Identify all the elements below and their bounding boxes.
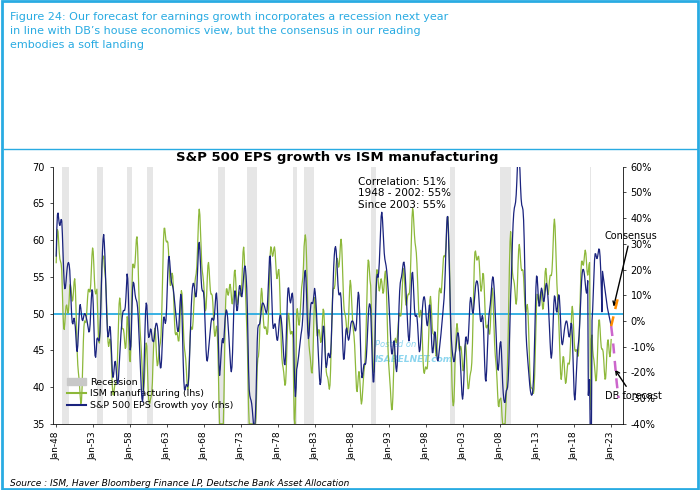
Bar <box>247 167 257 424</box>
Legend: Recession, ISM manufacturing (lhs), S&P 500 EPS Growth yoy (rhs): Recession, ISM manufacturing (lhs), S&P … <box>63 374 237 414</box>
Text: Consensus: Consensus <box>604 231 657 305</box>
Bar <box>97 167 103 424</box>
Bar <box>147 167 153 424</box>
Bar <box>127 167 132 424</box>
Bar <box>293 167 297 424</box>
Title: S&P 500 EPS growth vs ISM manufacturing: S&P 500 EPS growth vs ISM manufacturing <box>176 151 499 164</box>
Text: Posted on: Posted on <box>374 340 416 348</box>
Text: Correlation: 51%
1948 - 2002: 55%
Since 2003: 55%: Correlation: 51% 1948 - 2002: 55% Since … <box>358 177 451 210</box>
Text: ISABELNET.com: ISABELNET.com <box>374 355 453 364</box>
Bar <box>218 167 225 424</box>
Bar <box>371 167 376 424</box>
Text: Figure 24: Our forecast for earnings growth incorporates a recession next year
i: Figure 24: Our forecast for earnings gro… <box>10 12 449 50</box>
Text: Source : ISM, Haver Bloomberg Finance LP, Deutsche Bank Asset Allocation: Source : ISM, Haver Bloomberg Finance LP… <box>10 479 350 488</box>
Bar <box>304 167 314 424</box>
Bar <box>449 167 454 424</box>
Text: DB forecast: DB forecast <box>605 371 661 401</box>
Bar <box>589 167 591 424</box>
Bar <box>62 167 69 424</box>
Bar <box>500 167 511 424</box>
